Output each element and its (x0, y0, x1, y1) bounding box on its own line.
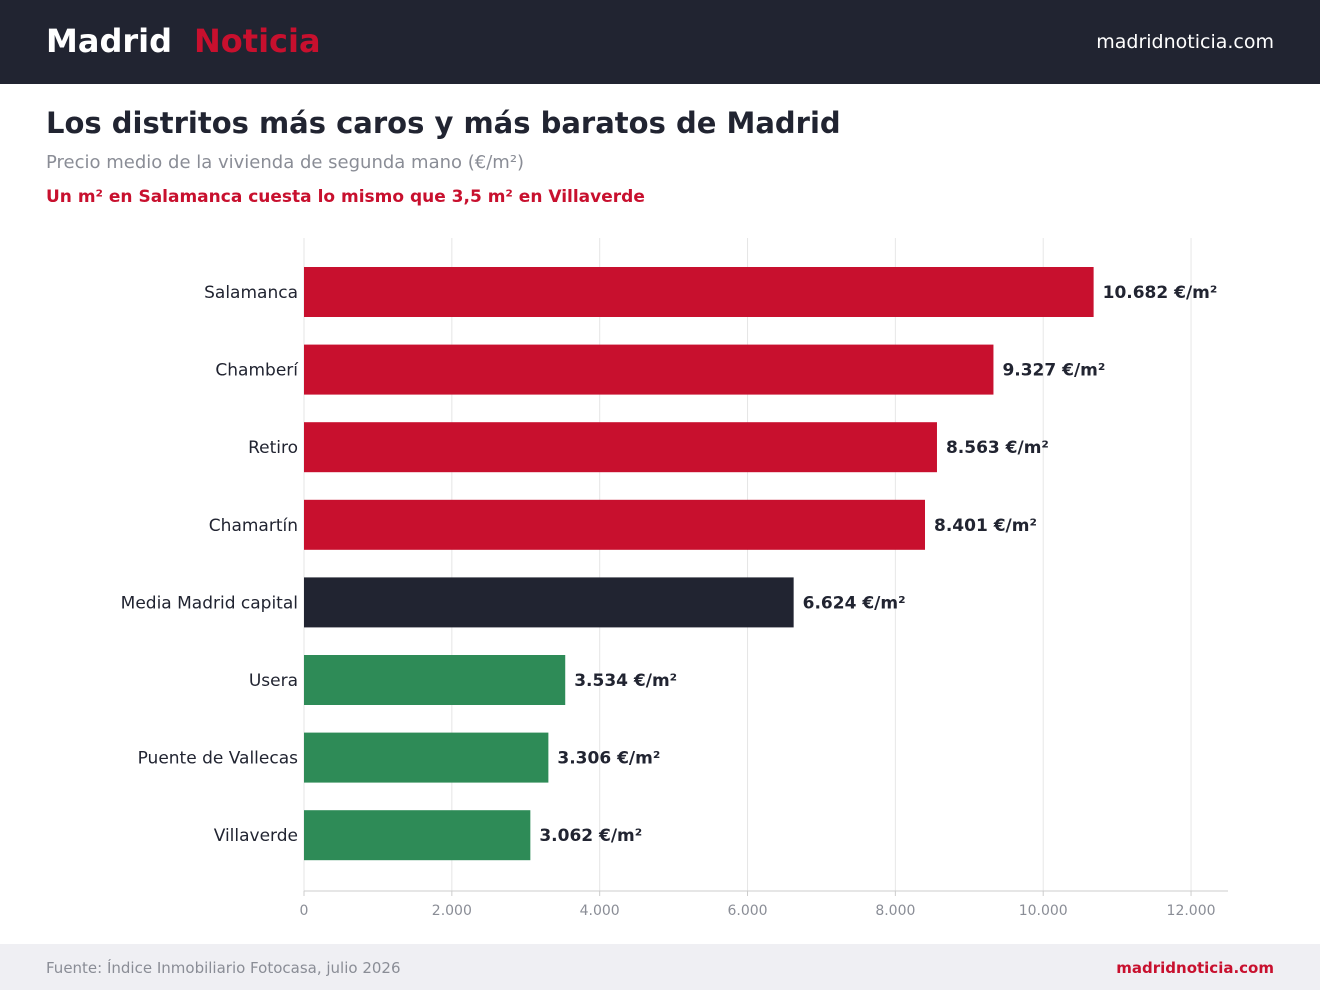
value-label: 3.062 €/m² (539, 826, 642, 846)
bar-chart: 0 2.000 4.000 6.000 8.000 10.000 12.000 Salaman… (121, 238, 1228, 919)
value-label: 9.327 €/m² (1002, 361, 1105, 381)
category-label: Media Madrid capital (121, 593, 298, 613)
bar-4 (304, 577, 794, 628)
chart-highlight: Un m² en Salamanca cuesta lo mismo que 3… (46, 187, 645, 207)
x-tick-label: 6.000 (727, 903, 767, 919)
brand-name-first: Madrid (46, 22, 172, 60)
brand-name-second: Noticia (194, 22, 321, 60)
bar-3 (304, 499, 926, 550)
bar-7 (304, 810, 531, 861)
x-tick-label: 10.000 (1019, 903, 1068, 919)
x-tick-label: 4.000 (580, 903, 620, 919)
category-label: Retiro (248, 438, 298, 458)
footer-site-link[interactable]: madridnoticia.com (1116, 959, 1274, 977)
header-bar: Madrid Noticia madridnoticia.com (0, 0, 1320, 84)
x-tick-label: 2.000 (432, 903, 472, 919)
category-label: Puente de Vallecas (138, 749, 299, 769)
footer-bar: Fuente: Índice Inmobiliario Fotocasa, ju… (0, 944, 1320, 990)
bar-0 (304, 267, 1094, 317)
x-tick-label: 0 (300, 903, 309, 919)
category-label: Salamanca (204, 283, 298, 303)
bar-1 (304, 344, 994, 395)
value-label: 10.682 €/m² (1103, 283, 1218, 303)
chart-subtitle: Precio medio de la vivienda de segunda m… (46, 152, 525, 173)
brand-logo[interactable]: Madrid Noticia (46, 20, 321, 62)
source-note: Fuente: Índice Inmobiliario Fotocasa, ju… (46, 959, 401, 977)
bar-5 (304, 655, 566, 705)
bar-2 (304, 422, 937, 473)
value-label: 3.306 €/m² (557, 749, 660, 769)
category-label: Usera (249, 671, 298, 691)
value-label: 8.401 €/m² (934, 516, 1037, 536)
value-label: 3.534 €/m² (574, 671, 677, 691)
header-site-link[interactable]: madridnoticia.com (1096, 31, 1274, 53)
x-tick-label: 8.000 (875, 903, 915, 919)
value-label: 8.563 €/m² (946, 438, 1049, 458)
x-tick-label: 12.000 (1167, 903, 1216, 919)
chart-title: Los distritos más caros y más baratos de… (46, 106, 841, 140)
category-label: Chamberí (215, 361, 299, 381)
bar-6 (304, 732, 549, 783)
category-label: Chamartín (209, 516, 298, 536)
value-label: 6.624 €/m² (803, 593, 906, 613)
category-label: Villaverde (214, 826, 298, 846)
